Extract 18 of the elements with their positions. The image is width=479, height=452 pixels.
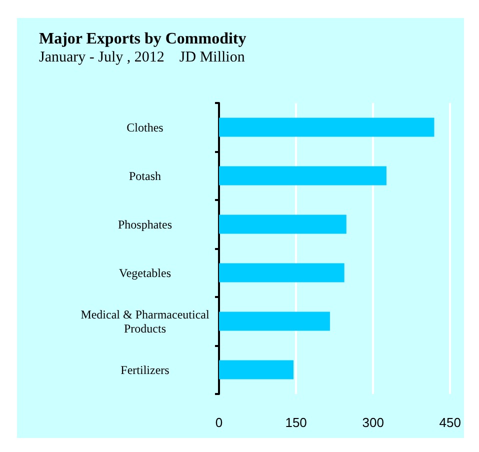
bar xyxy=(219,360,294,380)
bar xyxy=(219,214,346,234)
chart-subtitle: January - July , 2012 JD Million xyxy=(39,50,246,66)
chart-title: Major Exports by Commodity xyxy=(39,30,246,48)
bar xyxy=(219,263,344,282)
bar xyxy=(219,166,386,186)
y-tick-label: Clothes xyxy=(126,120,164,134)
bar xyxy=(219,118,434,137)
y-tick-label: Fertilizers xyxy=(120,362,170,377)
x-tick-label: 450 xyxy=(439,415,462,430)
y-tick-label: Vegetables xyxy=(119,266,172,280)
y-tick-label: Phosphates xyxy=(118,217,172,232)
x-tick-label: 150 xyxy=(285,415,307,430)
x-tick-label: 0 xyxy=(215,415,223,430)
y-tick-label: Potash xyxy=(128,168,162,183)
x-tick-label: 300 xyxy=(362,415,384,430)
bar xyxy=(219,312,330,331)
y-tick-label: Medical & Pharmaceutical Products xyxy=(80,307,210,336)
